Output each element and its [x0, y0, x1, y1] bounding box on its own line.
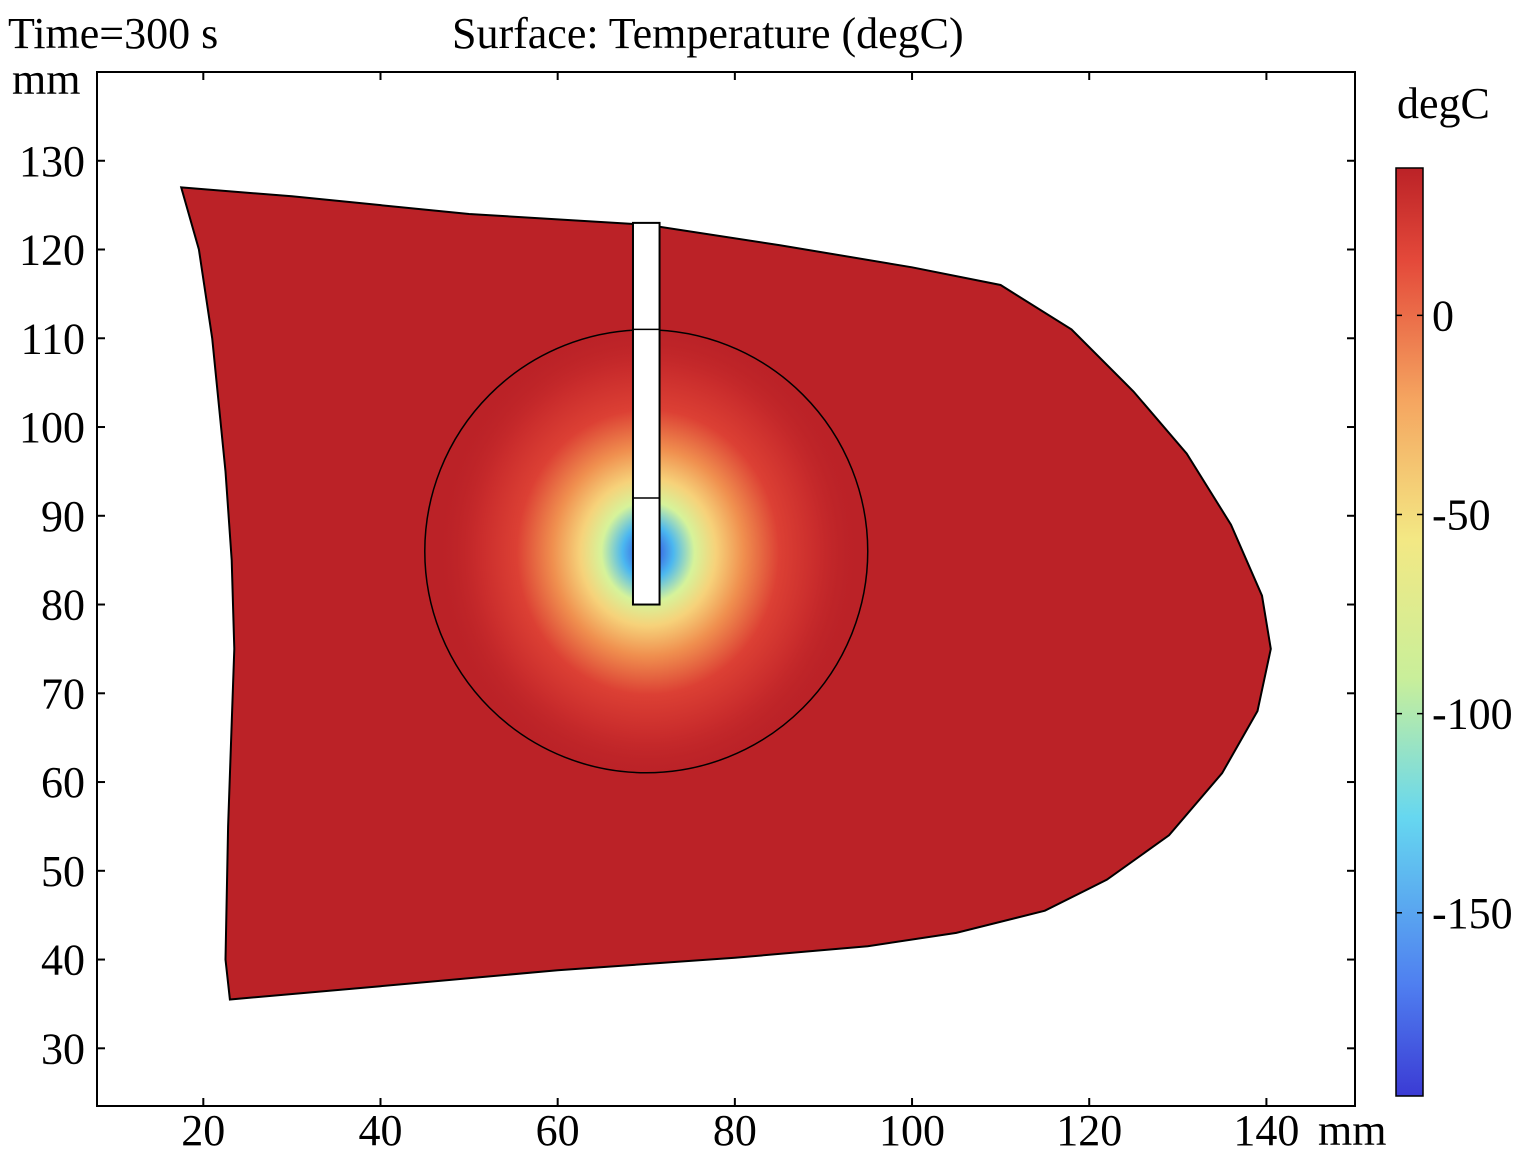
plot-title: Surface: Temperature (degC) — [452, 9, 964, 58]
x-tick-label: 40 — [358, 1106, 402, 1154]
y-tick-label: 120 — [19, 226, 85, 275]
colorbar-tick-label: -150 — [1432, 889, 1513, 938]
colorbar-ticks: 0 -50 -100 -150 — [1396, 291, 1513, 938]
y-tick-label: 80 — [41, 581, 85, 630]
y-tick-label: 100 — [19, 403, 85, 452]
y-axis-tick-labels: 30 40 50 60 70 80 90 100 110 120 130 — [19, 137, 85, 1074]
y-tick-label: 40 — [41, 936, 85, 985]
y-tick-label: 90 — [41, 492, 85, 541]
colorbar-tick-label: -50 — [1432, 491, 1491, 540]
cryoprobe — [631, 221, 661, 606]
x-tick-label: 60 — [536, 1106, 580, 1154]
y-tick-label: 60 — [41, 758, 85, 807]
y-tick-label: 70 — [41, 669, 85, 718]
colorbar-gradient — [1395, 167, 1424, 1097]
x-tick-label: 140 — [1233, 1106, 1299, 1154]
x-tick-label: 100 — [879, 1106, 945, 1154]
y-tick-label: 50 — [41, 847, 85, 896]
x-tick-label: 120 — [1056, 1106, 1122, 1154]
x-axis-tick-labels: 20 40 60 80 100 120 140 — [181, 1106, 1299, 1154]
x-tick-label: 20 — [181, 1106, 225, 1154]
y-tick-label: 30 — [41, 1024, 85, 1073]
time-label: Time=300 s — [8, 9, 218, 58]
x-tick-label: 80 — [713, 1106, 757, 1154]
y-tick-label: 110 — [21, 314, 85, 363]
axis-ticks — [97, 72, 1355, 1106]
colorbar-tick-label: 0 — [1432, 291, 1454, 340]
x-axis-label: mm — [1318, 1106, 1386, 1154]
colorbar: degC 0 -50 -100 -150 — [1395, 79, 1513, 1097]
domain-boundary — [179, 186, 1272, 1001]
colorbar-label: degC — [1397, 79, 1490, 128]
y-tick-label: 130 — [19, 137, 85, 186]
y-axis-label: mm — [12, 55, 80, 104]
plot-area — [96, 71, 1356, 1107]
header: Time=300 s Surface: Temperature (degC) — [8, 9, 964, 58]
colorbar-tick-label: -100 — [1432, 690, 1513, 739]
